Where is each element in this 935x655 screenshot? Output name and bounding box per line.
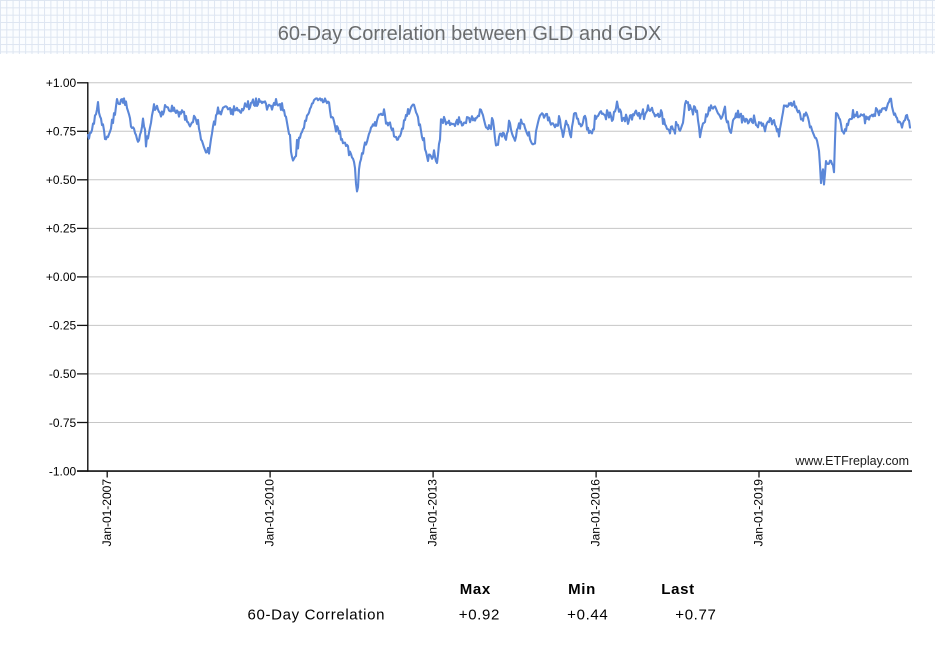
svg-text:+0.77: +0.77 — [675, 607, 716, 624]
svg-text:-0.50: -0.50 — [49, 367, 77, 381]
svg-text:Jan-01-2007: Jan-01-2007 — [100, 479, 114, 547]
svg-text:-0.25: -0.25 — [49, 319, 77, 333]
svg-text:Max: Max — [460, 581, 491, 598]
svg-text:Jan-01-2013: Jan-01-2013 — [426, 479, 440, 547]
svg-text:60-Day Correlation: 60-Day Correlation — [248, 607, 386, 624]
svg-text:+1.00: +1.00 — [46, 76, 77, 90]
svg-text:+0.50: +0.50 — [46, 173, 77, 187]
svg-text:-0.75: -0.75 — [49, 416, 77, 430]
svg-text:www.ETFreplay.com: www.ETFreplay.com — [794, 454, 909, 468]
svg-text:Min: Min — [568, 581, 596, 598]
svg-text:Last: Last — [661, 581, 694, 598]
svg-text:-1.00: -1.00 — [49, 464, 77, 478]
svg-text:+0.00: +0.00 — [46, 270, 77, 284]
svg-text:Jan-01-2010: Jan-01-2010 — [263, 479, 277, 547]
svg-text:+0.92: +0.92 — [459, 607, 500, 624]
svg-text:+0.75: +0.75 — [46, 125, 77, 139]
svg-text:Jan-01-2016: Jan-01-2016 — [589, 479, 603, 547]
svg-text:Jan-01-2019: Jan-01-2019 — [752, 479, 766, 547]
svg-text:+0.44: +0.44 — [567, 607, 608, 624]
svg-text:+0.25: +0.25 — [46, 222, 77, 236]
